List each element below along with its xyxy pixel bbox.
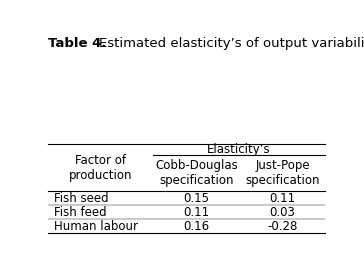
Text: 0.16: 0.16: [183, 220, 210, 233]
Text: Estimated elasticity’s of output variability with respect to factor production i: Estimated elasticity’s of output variabi…: [99, 37, 364, 50]
Text: Fish feed: Fish feed: [54, 206, 107, 219]
Text: 0.03: 0.03: [269, 206, 296, 219]
Text: Elasticity’s: Elasticity’s: [207, 143, 270, 156]
Text: 0.11: 0.11: [269, 192, 296, 205]
Text: Fish seed: Fish seed: [54, 192, 108, 205]
Text: 0.15: 0.15: [183, 192, 209, 205]
Text: Cobb-Douglas
specification: Cobb-Douglas specification: [155, 159, 238, 187]
Text: Human labour: Human labour: [54, 220, 138, 233]
Text: 0.11: 0.11: [183, 206, 210, 219]
Text: Just-Pope
specification: Just-Pope specification: [245, 159, 320, 187]
Text: -0.28: -0.28: [267, 220, 298, 233]
Text: Factor of
production: Factor of production: [69, 154, 132, 182]
Text: Table 4.: Table 4.: [48, 37, 107, 50]
